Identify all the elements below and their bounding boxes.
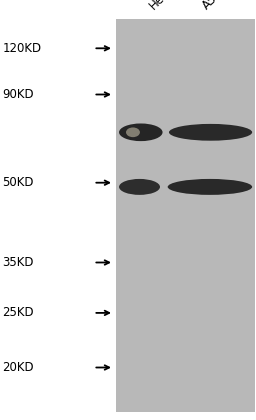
Text: He1a: He1a	[147, 0, 178, 13]
Text: 120KD: 120KD	[3, 42, 42, 55]
Ellipse shape	[126, 127, 140, 137]
Text: 35KD: 35KD	[3, 256, 34, 269]
Ellipse shape	[119, 179, 160, 195]
Bar	[116, 19, 255, 412]
Ellipse shape	[169, 124, 252, 141]
Text: A549: A549	[200, 0, 230, 13]
Text: 20KD: 20KD	[3, 361, 34, 374]
Text: 90KD: 90KD	[3, 88, 34, 101]
Ellipse shape	[119, 123, 163, 141]
Ellipse shape	[168, 179, 252, 195]
Text: 25KD: 25KD	[3, 307, 34, 319]
Text: 50KD: 50KD	[3, 176, 34, 189]
